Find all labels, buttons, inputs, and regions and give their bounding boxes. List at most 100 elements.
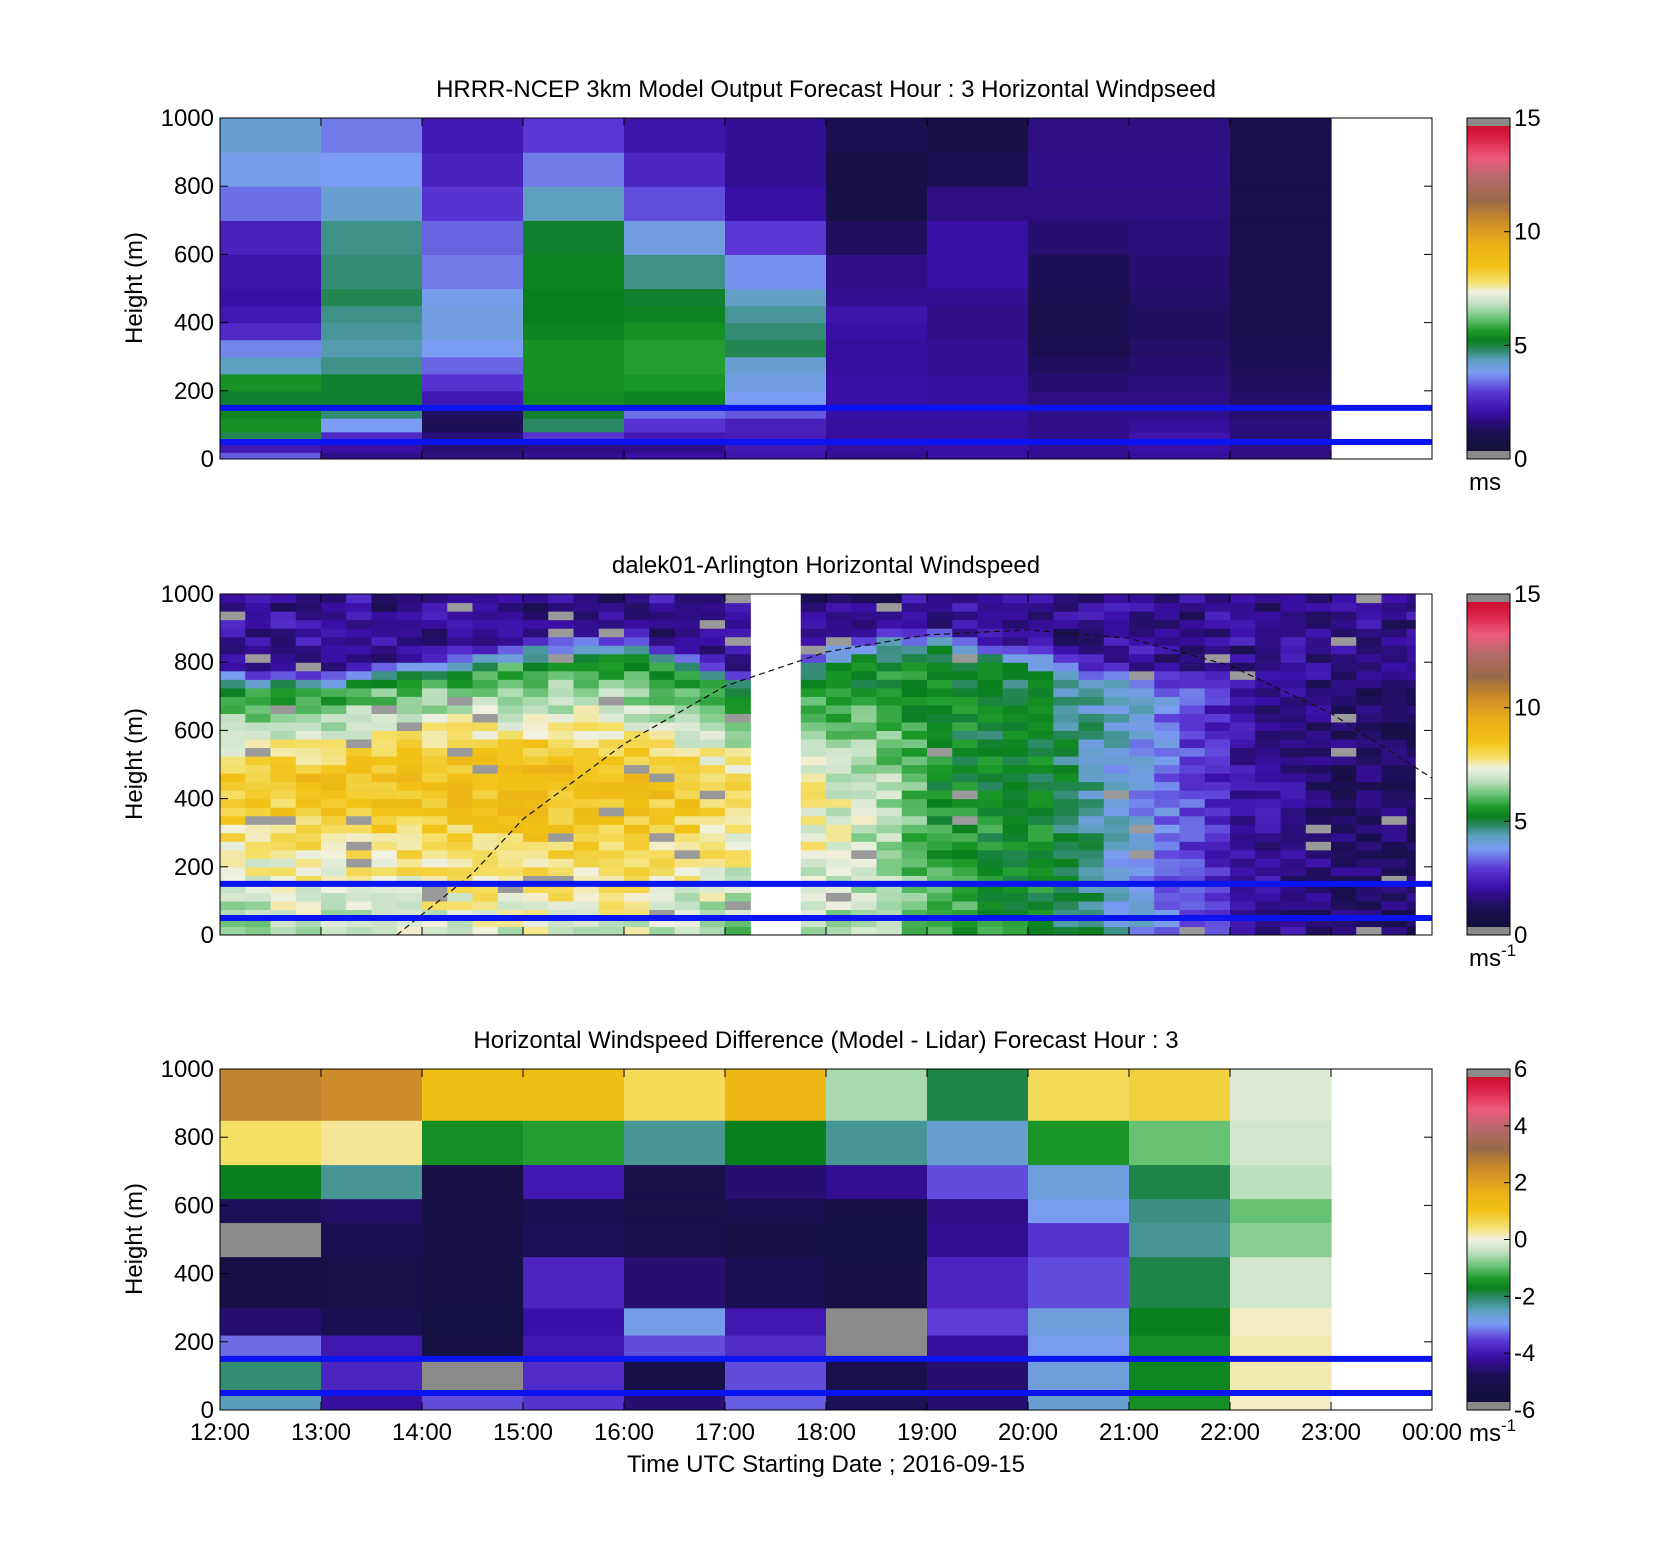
panel-lidar-cell [876, 790, 903, 800]
panel-lidar-cell [826, 815, 852, 825]
panel-lidar-cell [1053, 832, 1080, 842]
panel-lidar-cell [295, 679, 322, 689]
panel-lidar-cell [1053, 704, 1080, 714]
panel-model-cell [1028, 356, 1130, 375]
panel-lidar-cell [1103, 738, 1130, 749]
panel-lidar-cell [371, 611, 398, 621]
panel-lidar-cell [1280, 798, 1307, 808]
panel-lidar-cell [876, 815, 903, 825]
panel-lidar-cell [220, 662, 246, 672]
panel-lidar-cell [851, 781, 878, 791]
panel-lidar-cell [725, 755, 751, 766]
panel-lidar-cell [876, 704, 903, 714]
panel-model-cell [1028, 220, 1130, 255]
panel-lidar-cell [725, 926, 751, 935]
panel-lidar-cell [952, 594, 979, 604]
panel-lidar-cell [573, 841, 600, 851]
panel-lidar-cell [1179, 653, 1206, 663]
panel-lidar-cell [649, 730, 676, 740]
panel-model-cell [422, 418, 524, 433]
panel-lidar-cell [1103, 790, 1130, 800]
panel-lidar-cell [1406, 832, 1416, 842]
panel-lidar-cell [674, 798, 701, 808]
xtick-label: 16:00 [594, 1419, 654, 1446]
panel-lidar-cell [447, 764, 474, 774]
panel-lidar-cell [270, 781, 297, 791]
panel-lidar-cell [1103, 841, 1130, 851]
panel-lidar-cell [573, 670, 600, 680]
panel-lidar-cell [497, 900, 524, 911]
panel-lidar-cell [725, 653, 751, 663]
panel-lidar-cell [927, 687, 953, 697]
panel-lidar-cell [1129, 602, 1155, 612]
panel-lidar-cell [472, 645, 499, 655]
panel-lidar-cell [876, 764, 903, 774]
panel-lidar-cell [598, 653, 625, 663]
panel-lidar-cell [1002, 679, 1029, 689]
panel-lidar-cell [598, 798, 625, 808]
panel-lidar-cell [800, 764, 827, 774]
panel-lidar-cell [1331, 875, 1357, 885]
panel-lidar-cell [220, 815, 246, 825]
panel-lidar-cell [472, 704, 499, 714]
panel-lidar-cell [851, 909, 878, 919]
panel-lidar-cell [699, 798, 726, 808]
panel-model-cell [523, 390, 625, 406]
panel-lidar-cell [1028, 790, 1054, 800]
panel-lidar-cell [598, 636, 625, 646]
panel-lidar-cell [396, 824, 423, 834]
panel-lidar-cell [497, 807, 524, 817]
panel-lidar-cell [270, 713, 297, 723]
panel-lidar-cell [826, 628, 852, 638]
panel-lidar-cell [800, 926, 827, 935]
panel-lidar-cell [851, 841, 878, 851]
panel-lidar-cell [1002, 858, 1029, 868]
panel-lidar-cell [321, 645, 347, 655]
panel-lidar-cell [447, 713, 474, 723]
panel-lidar-cell [977, 730, 1004, 740]
panel-lidar-cell [901, 858, 928, 868]
panel-lidar-cell [321, 875, 347, 885]
panel-lidar-cell [826, 900, 852, 911]
panel-lidar-cell [826, 687, 852, 697]
panel-lidar-cell [1331, 628, 1357, 638]
panel-lidar-cell [1356, 926, 1383, 935]
panel-model-cell [422, 220, 524, 255]
panel-lidar-cell [1204, 704, 1231, 714]
panel-lidar-ylabel: Height (m) [121, 708, 148, 820]
panel-lidar-cell [1002, 670, 1029, 680]
panel-lidar-cell [901, 611, 928, 621]
panel-model-cell [725, 322, 827, 341]
panel-lidar-cell [447, 662, 474, 672]
panel-lidar-cell [674, 841, 701, 851]
panel-lidar-cell [901, 841, 928, 851]
panel-lidar-cell [346, 849, 373, 859]
panel-lidar-cell [245, 696, 272, 706]
panel-lidar-cell [295, 747, 322, 757]
panel-diff-cell [1028, 1307, 1130, 1336]
panel-model-colorbar-frame [1466, 117, 1511, 460]
panel-lidar-cell [573, 900, 600, 911]
panel-lidar-cell [674, 679, 701, 689]
panel-lidar-cell [1280, 892, 1307, 902]
panel-lidar-cell [1255, 611, 1282, 621]
panel-lidar-cell [1255, 781, 1282, 791]
panel-lidar-cell [472, 747, 499, 757]
panel-lidar-cell [1356, 594, 1383, 604]
panel-lidar-cell [1255, 875, 1282, 885]
panel-lidar-cell [396, 619, 423, 629]
panel-lidar-cell [952, 892, 979, 902]
panel-lidar-cell [1103, 815, 1130, 825]
panel-model-cell [1028, 322, 1130, 341]
panel-lidar-cell [901, 713, 928, 723]
panel-lidar-cell [422, 602, 448, 612]
panel-lidar-cell [1356, 815, 1383, 825]
panel-lidar-cell [523, 619, 549, 629]
panel-lidar-cell [371, 790, 398, 800]
panel-lidar-cell [1305, 909, 1332, 919]
panel-lidar-cell [523, 892, 549, 902]
panel-lidar-cell [901, 883, 928, 893]
panel-lidar-cell [1255, 755, 1282, 766]
panel-model-cell [1230, 431, 1332, 443]
panel-lidar-cell [1356, 687, 1383, 697]
